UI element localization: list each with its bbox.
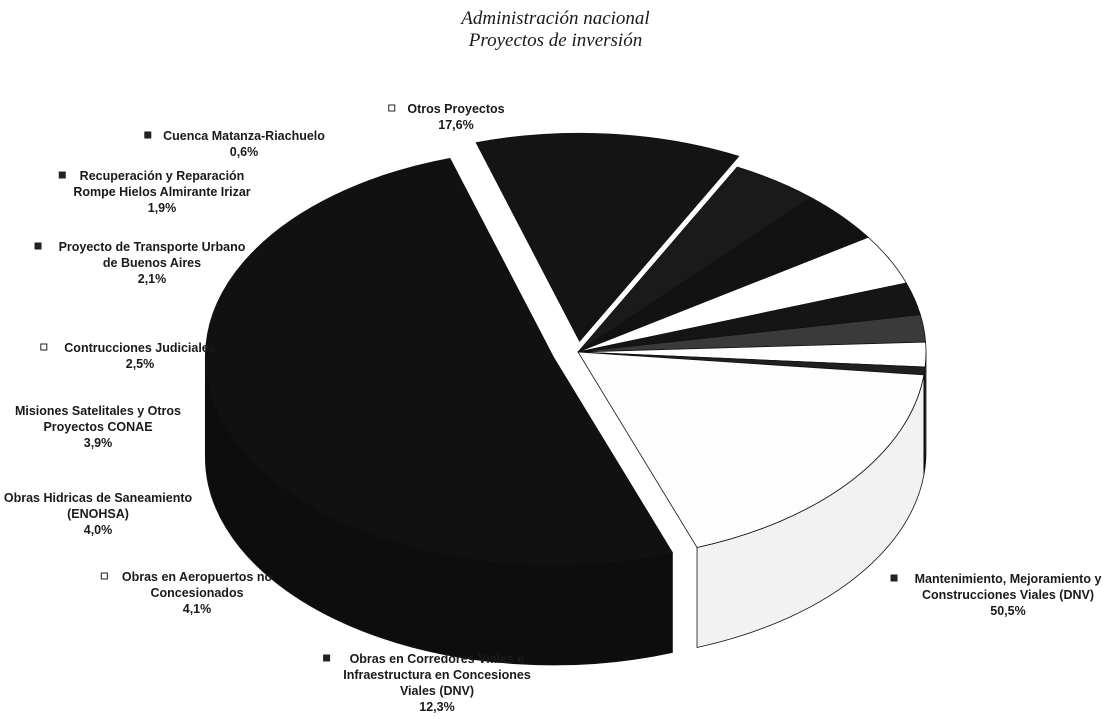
slice-label: Recuperación y Reparación Rompe Hielos Al… (58, 169, 251, 215)
slice-name: (ENOHSA) (67, 507, 129, 521)
slice-name: de Buenos Aires (103, 256, 201, 270)
slice-name: Cuenca Matanza-Riachuelo (163, 129, 325, 143)
slice-name: Viales (DNV) (400, 684, 474, 698)
slice-name: Recuperación y Reparación (80, 169, 245, 183)
slice-name: Misiones Satelitales y Otros (15, 404, 181, 418)
chart-title-line-2: Proyectos de inversión (468, 30, 643, 51)
slice-name: Otros Proyectos (407, 102, 504, 116)
slice-name: Proyecto de Transporte Urbano (59, 240, 246, 254)
chart-title-line-1: Administración nacional (461, 8, 650, 29)
slice-percent: 4,1% (183, 602, 212, 616)
slice-name: Concesionados (150, 586, 243, 600)
slice-percent: 4,0% (84, 523, 113, 537)
slice-percent: 3,9% (84, 436, 113, 450)
slice-label: Proyecto de Transporte Urbano de Buenos A… (34, 240, 246, 286)
legend-marker (100, 572, 108, 580)
slice-label: Misiones Satelitales y Otros Proyectos CO… (15, 404, 181, 450)
slice-name: Proyectos CONAE (43, 420, 152, 434)
legend-marker (144, 131, 152, 139)
slice-label: Obras Hidricas de Saneamiento (ENOHSA) 4,0… (4, 491, 193, 537)
pie-slice (205, 157, 674, 566)
slice-name: Construcciones Viales (DNV) (922, 588, 1094, 602)
slice-percent: 17,6% (438, 118, 473, 132)
legend-marker (323, 654, 331, 662)
legend-marker (890, 574, 898, 582)
slice-name: Obras en Corredores Viales e (350, 652, 525, 666)
legend-marker (40, 343, 48, 351)
slice-percent: 12,3% (419, 700, 454, 714)
slice-name: Rompe Hielos Almirante Irizar (73, 185, 250, 199)
slice-label: Mantenimiento, Mejoramiento y Construccio… (890, 572, 1102, 618)
legend-marker (34, 242, 42, 250)
legend-marker (58, 171, 66, 179)
slice-name: Contrucciones Judiciales (64, 341, 215, 355)
slice-name: Infraestructura en Concesiones (343, 668, 531, 682)
pie-slice (475, 132, 740, 342)
slice-label: Obras en Corredores Viales e Infraestruct… (323, 652, 531, 714)
slice-percent: 2,1% (138, 272, 167, 286)
slice-name: Obras Hidricas de Saneamiento (4, 491, 193, 505)
pie-slice (577, 351, 925, 548)
legend-marker (388, 104, 396, 112)
slice-percent: 1,9% (148, 201, 177, 215)
slice-label: Otros Proyectos 17,6% (388, 102, 505, 132)
slice-percent: 2,5% (126, 357, 155, 371)
slice-label: Obras en Aeropuertos no Concesionados 4,1% (100, 570, 273, 616)
slice-name: Obras en Aeropuertos no (122, 570, 273, 584)
pie-slices (204, 132, 927, 666)
pie-labels: Mantenimiento, Mejoramiento y Construccio… (4, 102, 1102, 714)
slice-label: Cuenca Matanza-Riachuelo 0,6% (144, 129, 325, 159)
slice-name: Mantenimiento, Mejoramiento y (915, 572, 1102, 586)
slice-label: Contrucciones Judiciales 2,5% (40, 341, 216, 371)
slice-percent: 0,6% (230, 145, 259, 159)
slice-percent: 50,5% (990, 604, 1025, 618)
